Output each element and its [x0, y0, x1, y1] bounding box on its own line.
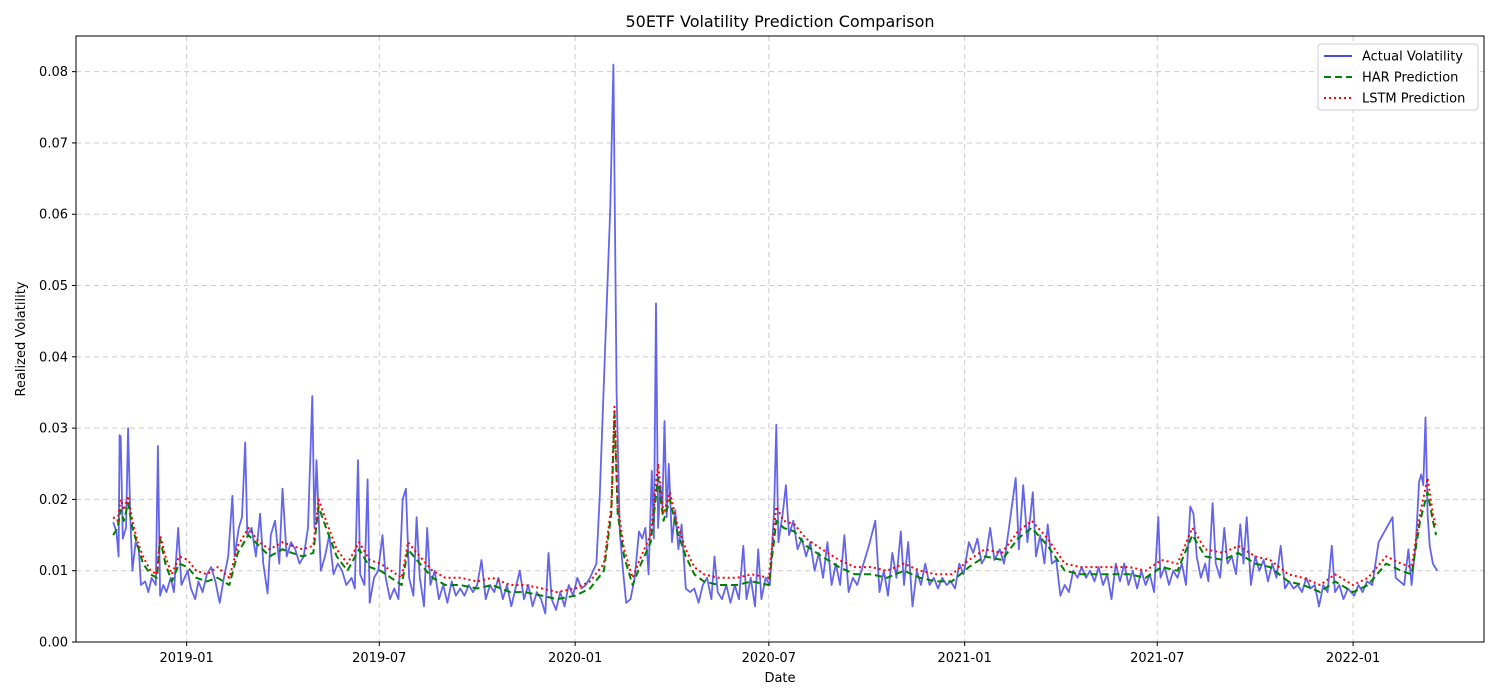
- series-line-actual-volatility: [112, 63, 1438, 615]
- chart-title: 50ETF Volatility Prediction Comparison: [625, 12, 934, 31]
- series-line-lstm-prediction: [112, 405, 1438, 594]
- x-tick-label: 2019-07: [352, 651, 406, 666]
- x-axis-label: Date: [764, 671, 795, 686]
- y-tick-label: 0.00: [39, 636, 68, 651]
- y-tick-label: 0.05: [39, 279, 68, 294]
- y-tick-label: 0.06: [39, 208, 68, 223]
- y-tick-label: 0.01: [39, 564, 68, 579]
- x-tick-label: 2021-01: [937, 651, 991, 666]
- y-tick-label: 0.08: [39, 65, 68, 80]
- x-tick-label: 2019-01: [160, 651, 214, 666]
- legend-label: LSTM Prediction: [1362, 92, 1465, 107]
- x-tick-label: 2020-01: [548, 651, 602, 666]
- plot-layer: [112, 63, 1438, 615]
- y-tick-label: 0.03: [39, 422, 68, 437]
- legend-label: HAR Prediction: [1362, 71, 1458, 86]
- x-tick-label: 2021-07: [1130, 651, 1184, 666]
- x-tick-label: 2022-01: [1326, 651, 1380, 666]
- x-tick-label: 2020-07: [742, 651, 796, 666]
- legend-label: Actual Volatility: [1362, 50, 1463, 65]
- series-line-har-prediction: [112, 412, 1438, 601]
- y-tick-label: 0.07: [39, 136, 68, 151]
- plot-frame: [75, 35, 1485, 643]
- legend: Actual Volatility HAR Prediction LSTM Pred…: [1317, 43, 1479, 111]
- ticks-layer: 0.00 0.01 0.02 0.03 0.04 0.05 0.06 0.07 0.08 2019…: [39, 65, 1380, 666]
- y-tick-label: 0.02: [39, 493, 68, 508]
- legend-box: [1317, 43, 1479, 111]
- y-axis-label: Realized Volatility: [14, 281, 29, 396]
- y-tick-label: 0.04: [39, 350, 68, 365]
